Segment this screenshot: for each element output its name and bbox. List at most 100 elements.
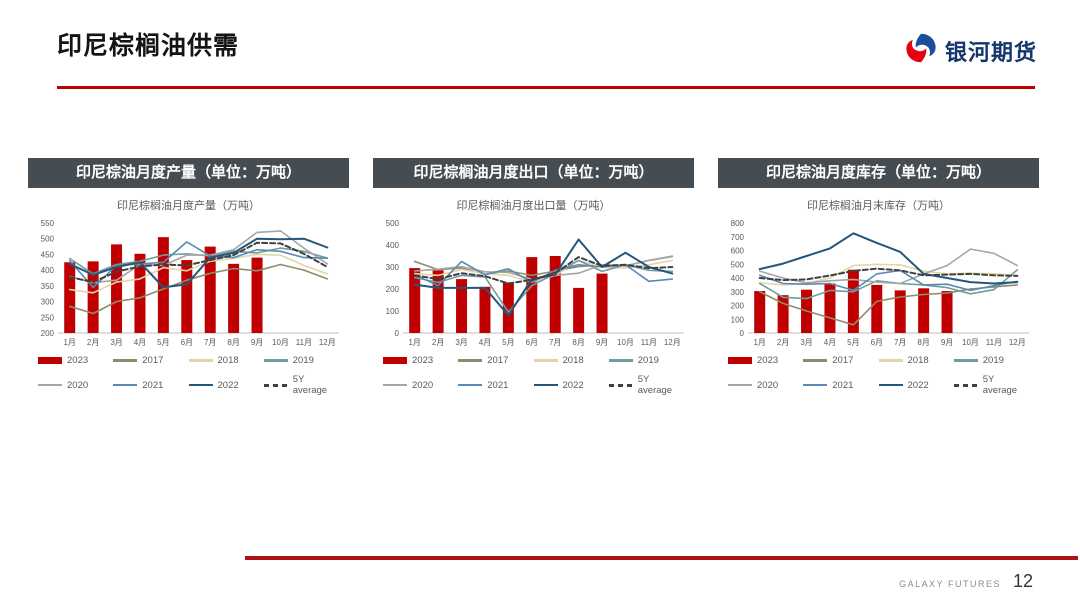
legend-label: 2023 <box>67 355 89 366</box>
legend-label: 2017 <box>142 355 164 366</box>
legend-swatch <box>608 359 633 362</box>
legend-item-2018: 2018 <box>878 355 954 366</box>
bar-2023 <box>456 279 468 333</box>
x-tick-label: 11月 <box>986 338 1002 347</box>
x-tick-label: 6月 <box>181 338 193 347</box>
y-tick-label: 600 <box>731 247 745 256</box>
legend-item-2023: 2023 <box>383 355 458 366</box>
y-tick-label: 0 <box>740 329 745 338</box>
legend-swatch <box>728 357 752 364</box>
x-tick-label: 9月 <box>596 338 608 347</box>
x-tick-label: 9月 <box>251 338 263 347</box>
legend-label: 2019 <box>982 355 1004 366</box>
export-chart-legend: 2023 2017 2018 2019 2020 2021 2022 5Y average <box>373 355 694 396</box>
x-tick-label: 4月 <box>134 338 146 347</box>
galaxy-swirl-icon <box>904 31 938 70</box>
bar-2023 <box>432 270 444 333</box>
bar-2023 <box>847 269 859 333</box>
x-tick-label: 8月 <box>917 338 929 347</box>
line-2018 <box>68 253 329 294</box>
line-2017 <box>758 284 1019 326</box>
chart-subtitle: 印尼棕榈油月末库存（万吨） <box>807 200 950 212</box>
legend-item-2019: 2019 <box>608 355 684 366</box>
legend-label: 5Y average <box>637 374 673 396</box>
logo-text: 银河期货 <box>944 39 1037 65</box>
legend-item-2023: 2023 <box>38 355 113 366</box>
bar-2023 <box>64 262 76 333</box>
page-title: 印尼棕榈油供需 <box>57 32 240 60</box>
x-tick-label: 11月 <box>296 338 312 347</box>
legend-label: 2021 <box>832 379 854 391</box>
legend-item-2020: 2020 <box>728 374 803 396</box>
legend-label: 5Y average <box>982 374 1018 396</box>
legend-item-2017: 2017 <box>803 355 878 366</box>
legend-swatch <box>878 383 903 387</box>
line-2022 <box>758 232 1019 285</box>
chart-header: 印尼棕油月度产量（单位：万吨） <box>28 158 349 188</box>
legend-label: 2019 <box>292 355 314 366</box>
y-tick-label: 0 <box>395 329 400 338</box>
legend-label: 2023 <box>757 355 779 366</box>
legend-item-2022: 2022 <box>878 374 954 396</box>
legend-swatch <box>458 359 483 362</box>
x-tick-label: 3月 <box>110 338 122 347</box>
line-2022 <box>68 237 329 289</box>
line-2017 <box>68 263 329 315</box>
y-tick-label: 700 <box>731 233 745 242</box>
x-tick-label: 5月 <box>502 338 514 347</box>
legend-item-5Y-average: 5Y average <box>953 374 1029 396</box>
legend-label: 2019 <box>637 355 659 366</box>
legend-label: 2021 <box>487 379 509 391</box>
y-tick-label: 450 <box>41 250 55 259</box>
legend-label: 2020 <box>757 379 779 391</box>
x-tick-label: 2月 <box>432 338 444 347</box>
bar-2023 <box>87 261 99 333</box>
y-tick-label: 800 <box>731 219 745 228</box>
bar-2023 <box>754 291 766 333</box>
legend-label: 2018 <box>907 355 929 366</box>
bar-2023 <box>894 290 906 333</box>
legend-item-2021: 2021 <box>803 374 878 396</box>
legend-item-2021: 2021 <box>458 374 533 396</box>
legend-swatch <box>953 383 978 387</box>
bar-2023 <box>181 260 193 333</box>
y-tick-label: 300 <box>41 298 55 307</box>
bar-2023 <box>777 295 789 333</box>
bar-2023 <box>134 253 146 333</box>
legend-label: 2022 <box>907 379 929 391</box>
legend-swatch <box>458 383 483 387</box>
x-tick-label: 7月 <box>894 338 906 347</box>
x-tick-label: 3月 <box>800 338 812 347</box>
y-tick-label: 100 <box>731 315 745 324</box>
legend-swatch <box>533 359 558 362</box>
page-number: 12 <box>1012 571 1033 591</box>
bar-2023 <box>502 282 514 333</box>
footer-brand: GALAXY FUTURES <box>899 579 1001 589</box>
legend-swatch <box>728 383 752 387</box>
legend-item-2022: 2022 <box>188 374 264 396</box>
x-tick-label: 7月 <box>549 338 561 347</box>
legend-swatch <box>803 359 828 362</box>
y-tick-label: 400 <box>41 266 55 275</box>
y-tick-label: 400 <box>386 241 400 250</box>
y-tick-label: 400 <box>731 274 745 283</box>
bar-2023 <box>918 288 930 333</box>
x-tick-label: 8月 <box>572 338 584 347</box>
legend-swatch <box>38 383 62 387</box>
chart-subtitle: 印尼棕榈油月度产量（万吨） <box>117 200 260 212</box>
title-underline <box>57 86 1035 89</box>
legend-label: 5Y average <box>292 374 328 396</box>
export-chart-svg: 0 100 200 300 400 500 1月 2月 3月 4月 5月 6月 7月 8月 9月 10月 11月… <box>386 219 684 347</box>
legend-swatch <box>533 383 558 387</box>
x-tick-label: 8月 <box>227 338 239 347</box>
bar-2023 <box>157 237 169 333</box>
x-tick-label: 2月 <box>87 338 99 347</box>
y-tick-label: 550 <box>41 219 55 228</box>
x-tick-label: 3月 <box>455 338 467 347</box>
x-tick-label: 6月 <box>871 338 883 347</box>
legend-item-2019: 2019 <box>953 355 1029 366</box>
legend-swatch <box>878 359 903 362</box>
bar-2023 <box>409 268 421 333</box>
x-tick-label: 1月 <box>63 338 75 347</box>
